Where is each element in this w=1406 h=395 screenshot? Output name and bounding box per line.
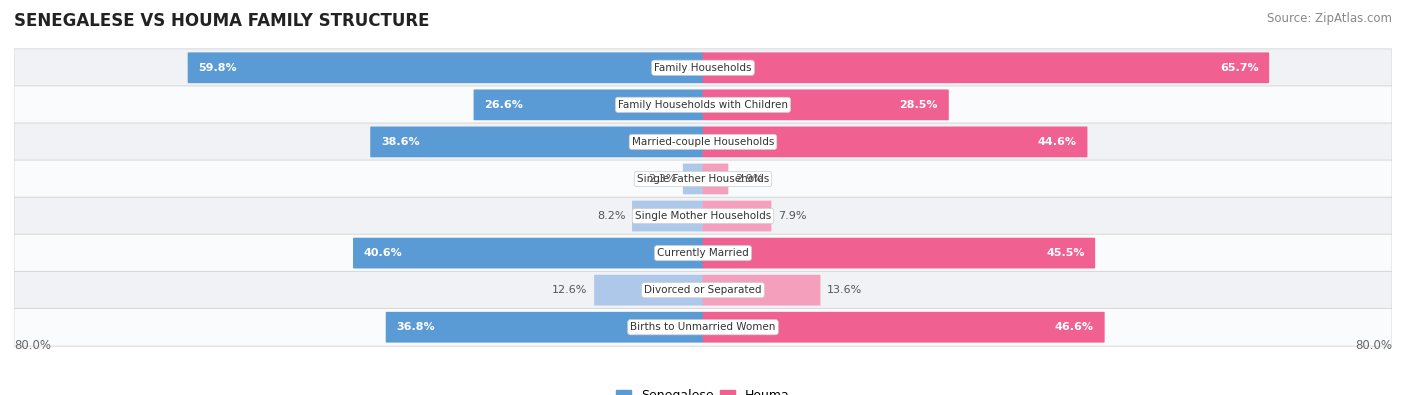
Text: Single Mother Households: Single Mother Households bbox=[636, 211, 770, 221]
Text: 65.7%: 65.7% bbox=[1220, 63, 1258, 73]
FancyBboxPatch shape bbox=[703, 238, 1095, 269]
Text: 12.6%: 12.6% bbox=[553, 285, 588, 295]
Text: Divorced or Separated: Divorced or Separated bbox=[644, 285, 762, 295]
FancyBboxPatch shape bbox=[703, 53, 1270, 83]
Text: SENEGALESE VS HOUMA FAMILY STRUCTURE: SENEGALESE VS HOUMA FAMILY STRUCTURE bbox=[14, 12, 430, 30]
Text: 38.6%: 38.6% bbox=[381, 137, 419, 147]
FancyBboxPatch shape bbox=[703, 89, 949, 120]
FancyBboxPatch shape bbox=[703, 312, 1105, 342]
FancyBboxPatch shape bbox=[14, 160, 1392, 198]
Text: 36.8%: 36.8% bbox=[396, 322, 434, 332]
Text: 46.6%: 46.6% bbox=[1054, 322, 1094, 332]
Text: 2.3%: 2.3% bbox=[648, 174, 676, 184]
Text: Single Father Households: Single Father Households bbox=[637, 174, 769, 184]
Text: 2.9%: 2.9% bbox=[735, 174, 763, 184]
Text: 59.8%: 59.8% bbox=[198, 63, 238, 73]
Text: Family Households with Children: Family Households with Children bbox=[619, 100, 787, 110]
FancyBboxPatch shape bbox=[703, 201, 772, 231]
Text: 28.5%: 28.5% bbox=[900, 100, 938, 110]
FancyBboxPatch shape bbox=[370, 126, 703, 157]
FancyBboxPatch shape bbox=[633, 201, 703, 231]
FancyBboxPatch shape bbox=[474, 89, 703, 120]
Text: Married-couple Households: Married-couple Households bbox=[631, 137, 775, 147]
FancyBboxPatch shape bbox=[385, 312, 703, 342]
FancyBboxPatch shape bbox=[14, 234, 1392, 272]
FancyBboxPatch shape bbox=[187, 53, 703, 83]
FancyBboxPatch shape bbox=[683, 164, 703, 194]
FancyBboxPatch shape bbox=[14, 123, 1392, 161]
Legend: Senegalese, Houma: Senegalese, Houma bbox=[612, 384, 794, 395]
FancyBboxPatch shape bbox=[353, 238, 703, 269]
Text: 44.6%: 44.6% bbox=[1038, 137, 1077, 147]
Text: 7.9%: 7.9% bbox=[778, 211, 807, 221]
Text: Currently Married: Currently Married bbox=[657, 248, 749, 258]
Text: 80.0%: 80.0% bbox=[1355, 339, 1392, 352]
FancyBboxPatch shape bbox=[703, 275, 821, 306]
Text: 40.6%: 40.6% bbox=[364, 248, 402, 258]
Text: 80.0%: 80.0% bbox=[14, 339, 51, 352]
FancyBboxPatch shape bbox=[14, 271, 1392, 309]
FancyBboxPatch shape bbox=[703, 126, 1087, 157]
Text: 45.5%: 45.5% bbox=[1046, 248, 1084, 258]
FancyBboxPatch shape bbox=[14, 49, 1392, 87]
FancyBboxPatch shape bbox=[14, 86, 1392, 124]
Text: Source: ZipAtlas.com: Source: ZipAtlas.com bbox=[1267, 12, 1392, 25]
FancyBboxPatch shape bbox=[595, 275, 703, 306]
Text: 13.6%: 13.6% bbox=[827, 285, 862, 295]
FancyBboxPatch shape bbox=[703, 164, 728, 194]
Text: 8.2%: 8.2% bbox=[598, 211, 626, 221]
Text: 26.6%: 26.6% bbox=[484, 100, 523, 110]
Text: Family Households: Family Households bbox=[654, 63, 752, 73]
FancyBboxPatch shape bbox=[14, 197, 1392, 235]
Text: Births to Unmarried Women: Births to Unmarried Women bbox=[630, 322, 776, 332]
FancyBboxPatch shape bbox=[14, 308, 1392, 346]
